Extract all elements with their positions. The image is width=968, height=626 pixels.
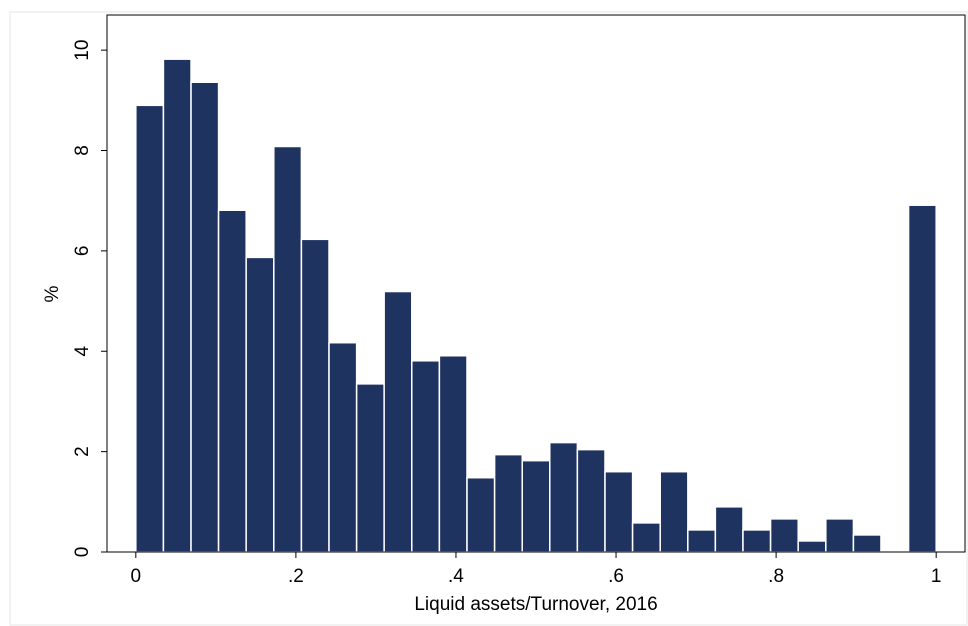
y-axis-label: % bbox=[42, 285, 63, 302]
plot-frame bbox=[106, 14, 966, 553]
bar bbox=[687, 529, 717, 553]
x-tick-label: .4 bbox=[448, 566, 464, 587]
bar bbox=[493, 453, 523, 553]
bar bbox=[521, 459, 551, 553]
bar bbox=[466, 476, 496, 553]
x-tick-label: 0 bbox=[131, 566, 142, 587]
bar bbox=[217, 209, 247, 553]
bar bbox=[714, 506, 744, 553]
bar bbox=[769, 518, 799, 553]
bar bbox=[190, 81, 220, 553]
x-tick-label: .2 bbox=[288, 566, 304, 587]
bar bbox=[411, 360, 441, 553]
bar bbox=[135, 104, 165, 553]
bar bbox=[659, 470, 689, 553]
y-tick-label: 4 bbox=[72, 346, 93, 357]
bar bbox=[300, 238, 330, 553]
y-tick-label: 0 bbox=[72, 547, 93, 558]
plot bbox=[135, 58, 937, 554]
bar bbox=[907, 204, 937, 553]
bar bbox=[245, 256, 275, 553]
bar bbox=[825, 518, 855, 553]
bar bbox=[383, 290, 413, 553]
y-tick-label: 2 bbox=[72, 446, 93, 457]
bar bbox=[273, 145, 303, 553]
y-tick-label: 10 bbox=[72, 40, 93, 61]
x-tick-label: .6 bbox=[608, 566, 624, 587]
bar bbox=[162, 58, 192, 553]
bar bbox=[852, 534, 882, 553]
y-tick-label: 6 bbox=[72, 246, 93, 257]
bar bbox=[355, 383, 385, 553]
bar bbox=[797, 540, 827, 553]
x-tick-label: 1 bbox=[931, 566, 942, 587]
bar bbox=[604, 470, 634, 553]
bar bbox=[576, 448, 606, 553]
bar bbox=[742, 529, 772, 553]
bar bbox=[328, 341, 358, 553]
bar bbox=[631, 522, 661, 553]
bar bbox=[438, 355, 468, 553]
x-tick-label: .8 bbox=[768, 566, 784, 587]
x-axis-label: Liquid assets/Turnover, 2016 bbox=[414, 594, 657, 615]
outer-frame bbox=[9, 11, 968, 626]
y-tick-label: 8 bbox=[72, 145, 93, 156]
bar bbox=[549, 441, 579, 553]
